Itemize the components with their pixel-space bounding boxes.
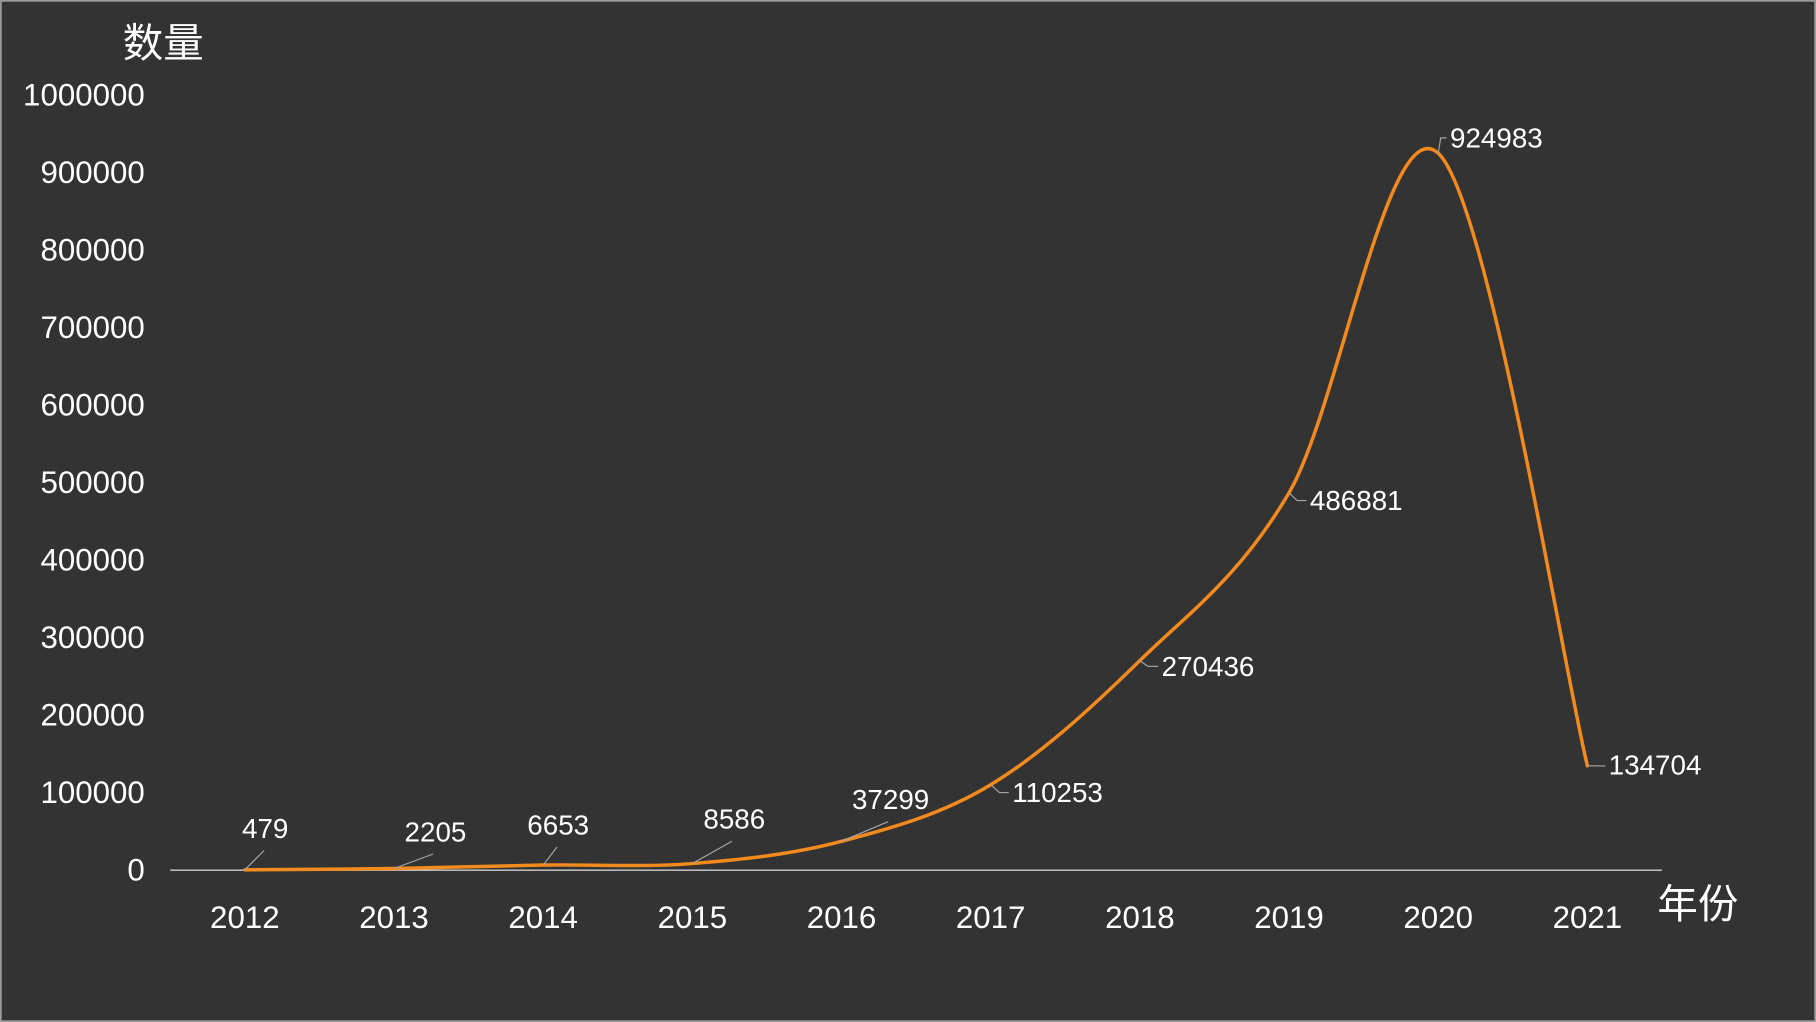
y-tick-label: 800000 — [40, 233, 144, 268]
y-axis-ticks: 0 100000 200000 300000 400000 500000 600000 700… — [23, 78, 145, 888]
data-label: 110253 — [1012, 777, 1103, 808]
data-label: 6653 — [527, 810, 589, 841]
x-tick-label: 2017 — [956, 900, 1026, 935]
data-label-leader — [393, 853, 434, 870]
y-tick-label: 700000 — [40, 310, 144, 345]
series-line — [243, 147, 1590, 872]
y-tick-label: 1000000 — [23, 78, 145, 113]
x-tick-label: 2015 — [658, 900, 728, 935]
x-tick-label: 2021 — [1553, 900, 1623, 935]
x-axis-title: 年份 — [1657, 880, 1738, 928]
x-tick-label: 2012 — [210, 900, 280, 935]
data-label-leader — [1139, 660, 1159, 667]
data-label-leader — [990, 784, 1009, 794]
y-tick-label: 400000 — [40, 543, 144, 578]
data-label-leader — [542, 846, 558, 866]
x-tick-label: 2014 — [508, 900, 578, 935]
x-tick-label: 2019 — [1254, 900, 1324, 935]
data-label: 8586 — [703, 804, 765, 835]
data-label-leader — [841, 821, 889, 842]
data-label-leader — [244, 850, 265, 871]
data-label: 37299 — [852, 784, 929, 815]
data-label: 2205 — [405, 816, 467, 847]
x-tick-label: 2020 — [1403, 900, 1473, 935]
data-label: 924983 — [1450, 122, 1543, 153]
data-label-leader — [1288, 492, 1307, 502]
x-tick-label: 2013 — [359, 900, 429, 935]
data-label: 479 — [242, 813, 288, 844]
y-tick-label: 0 — [127, 853, 144, 888]
y-tick-label: 900000 — [40, 155, 144, 190]
x-tick-label: 2018 — [1105, 900, 1175, 935]
y-tick-label: 100000 — [40, 775, 144, 810]
data-label-leader — [692, 840, 733, 865]
data-label-leader — [1437, 137, 1447, 154]
data-label: 134704 — [1609, 749, 1702, 780]
y-tick-label: 500000 — [40, 465, 144, 500]
data-label: 270436 — [1162, 651, 1255, 682]
y-tick-label: 300000 — [40, 620, 144, 655]
y-tick-label: 600000 — [40, 388, 144, 423]
data-label: 486881 — [1310, 485, 1403, 516]
y-tick-label: 200000 — [40, 698, 144, 733]
data-labels: 479 2205 6653 8586 37299 110253 270436 486881 92… — [242, 122, 1702, 871]
x-axis-ticks: 2012 2013 2014 2015 2016 2017 2018 2019 2020 2021 — [210, 900, 1622, 935]
series-group — [243, 147, 1590, 872]
y-axis-title: 数量 — [123, 19, 204, 67]
x-tick-label: 2016 — [807, 900, 877, 935]
